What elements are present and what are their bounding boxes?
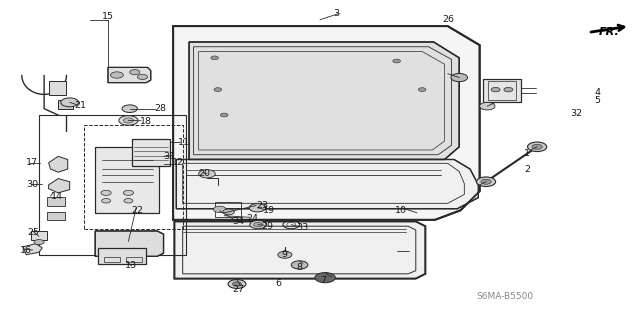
Text: 26: 26 [443, 15, 454, 24]
Text: FR.: FR. [598, 27, 619, 37]
Text: 18: 18 [140, 117, 152, 126]
Text: 11: 11 [178, 137, 190, 146]
Bar [49, 81, 67, 95]
Text: 1: 1 [524, 149, 531, 158]
Circle shape [34, 240, 44, 245]
Circle shape [214, 88, 221, 92]
Circle shape [124, 118, 134, 123]
Text: 4: 4 [595, 88, 600, 97]
Polygon shape [108, 67, 151, 83]
Text: 33: 33 [296, 223, 308, 232]
Bar [39, 115, 186, 255]
Circle shape [419, 88, 426, 92]
Bar [84, 124, 182, 229]
Circle shape [130, 70, 140, 75]
Text: 31: 31 [164, 152, 175, 161]
Circle shape [124, 198, 133, 203]
Circle shape [278, 251, 292, 258]
Text: 13: 13 [125, 261, 138, 271]
Circle shape [504, 87, 513, 92]
Circle shape [223, 209, 234, 215]
Text: 21: 21 [74, 101, 86, 110]
Polygon shape [23, 244, 42, 255]
Bar [58, 100, 74, 109]
Text: 32: 32 [570, 109, 582, 118]
Text: 34: 34 [232, 217, 244, 226]
Circle shape [527, 142, 547, 152]
Circle shape [101, 190, 111, 196]
Text: 28: 28 [154, 104, 166, 113]
Text: 27: 27 [232, 285, 244, 293]
Bar [215, 202, 241, 217]
Text: 20: 20 [198, 169, 211, 178]
Circle shape [249, 204, 266, 212]
Bar [126, 257, 142, 262]
Circle shape [479, 102, 495, 110]
Circle shape [232, 282, 241, 286]
Circle shape [476, 177, 495, 187]
Bar [132, 139, 170, 166]
Polygon shape [189, 42, 460, 160]
Circle shape [211, 56, 218, 60]
Text: 23: 23 [256, 201, 268, 210]
Circle shape [111, 72, 124, 78]
Text: 8: 8 [296, 263, 302, 272]
Bar [95, 147, 159, 213]
Bar [31, 231, 47, 241]
Text: 25: 25 [28, 228, 40, 237]
Circle shape [315, 272, 335, 283]
Circle shape [198, 170, 215, 178]
Circle shape [253, 222, 262, 227]
Circle shape [122, 105, 138, 113]
Text: 22: 22 [132, 206, 143, 215]
Text: 19: 19 [262, 206, 275, 215]
Bar [483, 78, 521, 102]
Text: 3: 3 [333, 9, 339, 18]
Polygon shape [49, 156, 68, 172]
Circle shape [228, 279, 246, 288]
Bar [104, 257, 120, 262]
Bar [98, 249, 146, 264]
Circle shape [213, 206, 226, 212]
Circle shape [393, 59, 401, 63]
Bar [47, 197, 65, 205]
Circle shape [481, 179, 491, 184]
Text: 16: 16 [20, 246, 32, 255]
Circle shape [220, 113, 228, 117]
Bar [488, 81, 516, 100]
Text: 14: 14 [51, 191, 63, 201]
Polygon shape [176, 160, 478, 209]
Text: 7: 7 [320, 276, 326, 285]
Bar [95, 147, 159, 213]
Circle shape [250, 220, 266, 229]
Text: 6: 6 [275, 279, 282, 288]
Text: 12: 12 [172, 158, 184, 167]
Circle shape [61, 98, 79, 107]
Polygon shape [173, 26, 479, 220]
Polygon shape [49, 179, 70, 193]
Text: 5: 5 [595, 96, 600, 105]
Text: 29: 29 [261, 222, 273, 231]
Circle shape [491, 87, 500, 92]
Circle shape [291, 261, 308, 269]
Text: 17: 17 [26, 158, 38, 167]
Circle shape [451, 73, 467, 82]
Bar [47, 212, 65, 220]
Text: 2: 2 [524, 165, 531, 174]
Circle shape [532, 144, 542, 149]
Text: 24: 24 [246, 214, 259, 223]
Circle shape [102, 198, 111, 203]
Text: 10: 10 [396, 206, 407, 215]
Bar [483, 78, 521, 102]
Polygon shape [95, 231, 164, 256]
Polygon shape [174, 221, 426, 278]
Text: 15: 15 [102, 12, 114, 21]
Circle shape [138, 74, 148, 79]
Text: S6MA-B5500: S6MA-B5500 [477, 292, 534, 301]
Text: 9: 9 [282, 250, 288, 259]
Text: 30: 30 [26, 181, 38, 189]
Circle shape [119, 116, 138, 125]
Circle shape [124, 190, 134, 196]
